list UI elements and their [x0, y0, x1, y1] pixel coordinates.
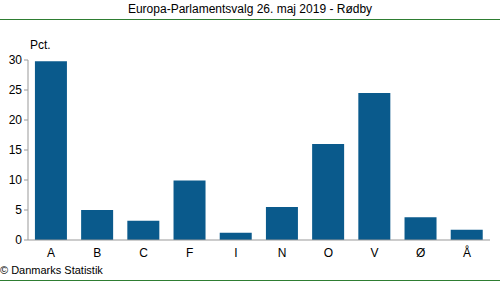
- svg-text:15: 15: [9, 143, 23, 157]
- svg-text:B: B: [93, 246, 101, 260]
- html-text:© Danmarks Statistik: © Danmarks Statistik: [0, 264, 103, 276]
- svg-text:5: 5: [15, 203, 22, 217]
- svg-text:Ø: Ø: [416, 246, 425, 260]
- svg-text:0: 0: [15, 233, 22, 247]
- svg-text:10: 10: [9, 173, 23, 187]
- svg-text:I: I: [234, 246, 237, 260]
- svg-text:V: V: [370, 246, 378, 260]
- svg-text:C: C: [139, 246, 148, 260]
- svg-text:O: O: [324, 246, 333, 260]
- svg-text:30: 30: [9, 53, 23, 67]
- svg-text:N: N: [278, 246, 287, 260]
- html-text:Pct.: Pct.: [30, 38, 51, 52]
- svg-text:25: 25: [9, 83, 23, 97]
- svg-text:Å: Å: [463, 245, 471, 260]
- svg-text:F: F: [186, 246, 193, 260]
- svg-text:A: A: [47, 246, 55, 260]
- html-text:Europa-Parlamentsvalg 26. maj: Europa-Parlamentsvalg 26. maj 2019 - Rød…: [127, 2, 373, 16]
- svg-text:20: 20: [9, 113, 23, 127]
